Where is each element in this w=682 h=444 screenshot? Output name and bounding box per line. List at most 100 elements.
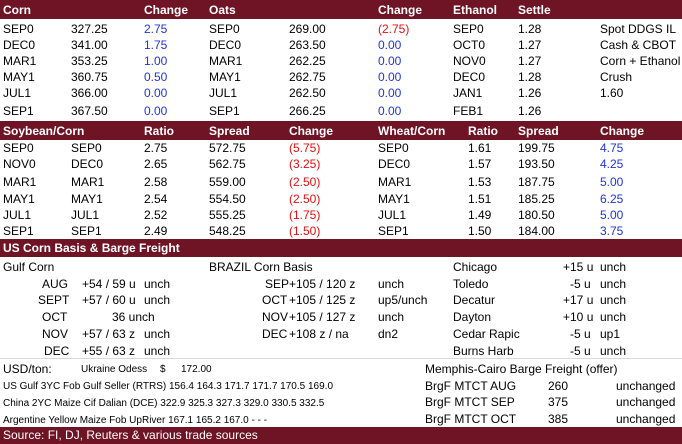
corn-month: MAY1 xyxy=(3,70,35,84)
extra-label: Spot DDGS IL xyxy=(600,22,677,36)
extra-label: Cash & CBOT xyxy=(600,38,677,52)
wheat-change: 4.75 xyxy=(600,141,624,155)
oats-price: 262.75 xyxy=(289,70,326,84)
barge-title: Memphis-Cairo Barge Freight (offer) xyxy=(425,362,618,376)
ethanol-settle: 1.27 xyxy=(518,54,542,68)
spread: 572.75 xyxy=(209,141,246,155)
ethanol-month: DEC0 xyxy=(453,70,486,84)
corn-month: DEC0 xyxy=(71,157,104,171)
oats-price: 263.50 xyxy=(289,38,326,52)
oats-change-header: Change xyxy=(378,3,423,17)
wheat-spread: 199.75 xyxy=(518,141,555,155)
brazil-value: +105 / 120 z xyxy=(289,277,356,291)
barge-name: BrgF MTCT AUG xyxy=(425,379,517,393)
oats-change: 0.00 xyxy=(378,38,402,52)
ethanol-month: JAN1 xyxy=(453,86,483,100)
corn-price: 360.75 xyxy=(71,70,108,84)
brazil-month: NOV xyxy=(262,310,289,324)
spread: 555.25 xyxy=(209,208,246,222)
local-change: unch xyxy=(600,310,627,324)
gulf-value: +54 / 59 u xyxy=(82,277,136,291)
corn-price: 327.25 xyxy=(71,22,108,36)
local-change: up1 xyxy=(600,327,621,341)
local-name: Decatur xyxy=(453,293,496,307)
local-value: +15 u xyxy=(563,260,594,274)
spread: 562.75 xyxy=(209,157,246,171)
gulf-month: NOV xyxy=(42,327,69,341)
fob-row: China 2YC Maize Cif Dalian (DCE) 322.9 3… xyxy=(3,398,325,409)
local-name: Dayton xyxy=(453,310,492,324)
ethanol-month: OCT0 xyxy=(453,38,486,52)
odessa-value: 172.00 xyxy=(181,364,212,375)
brazil-month: OCT xyxy=(262,293,288,307)
source-footer: Source: FI, DJ, Reuters & various trade … xyxy=(0,427,682,444)
usd-label: USD/ton: xyxy=(3,362,52,376)
corn-month: JUL1 xyxy=(71,208,100,222)
extra-label: Crush xyxy=(600,70,633,84)
ratio: 2.52 xyxy=(144,208,168,222)
local-name: Toledo xyxy=(453,277,489,291)
brazil-change: unch xyxy=(378,277,405,291)
wheat-change: 6.25 xyxy=(600,192,624,206)
odessa-label: Ukraine Odess xyxy=(81,364,148,375)
ratio: 2.65 xyxy=(144,157,168,171)
wheat-spread: 193.50 xyxy=(518,157,555,171)
oats-change: 0.00 xyxy=(378,86,402,100)
oats-month: MAY1 xyxy=(209,70,241,84)
oats-price: 266.25 xyxy=(289,104,326,118)
fob-row: Argentine Yellow Maize Fob UpRiver 167.1… xyxy=(3,415,268,426)
soy-month: SEP1 xyxy=(3,224,34,238)
extra-label: Corn + Ethanol xyxy=(600,54,681,68)
oats-price: 262.50 xyxy=(289,86,326,100)
local-value: -5 u xyxy=(570,344,591,358)
soy-month: JUL1 xyxy=(3,208,32,222)
wheat-spread: 180.50 xyxy=(518,208,555,222)
soy-month: NOV0 xyxy=(3,157,36,171)
corn-header: Corn xyxy=(3,3,31,17)
brazil-title: BRAZIL Corn Basis xyxy=(209,260,313,274)
gulf-value: 36 unch xyxy=(112,310,155,324)
ethanol-settle: 1.26 xyxy=(518,86,542,100)
corn-month: MAR1 xyxy=(3,54,37,68)
spread-header-bar: Soybean/Corn Ratio Spread Change Wheat/C… xyxy=(0,121,682,140)
corn-month: SEP0 xyxy=(3,22,34,36)
oats-price: 262.25 xyxy=(289,54,326,68)
ethanol-month: NOV0 xyxy=(453,54,486,68)
corn-change: 1.00 xyxy=(144,54,168,68)
spread: 548.25 xyxy=(209,224,246,238)
brazil-change: dn2 xyxy=(378,327,399,341)
barge-value: 385 xyxy=(548,412,569,426)
ratio2-header: Ratio xyxy=(468,124,498,138)
wheat-change: 3.75 xyxy=(600,224,624,238)
brazil-change: unch xyxy=(378,310,405,324)
corn-price: 367.50 xyxy=(71,104,108,118)
spread2-header: Spread xyxy=(518,124,559,138)
corn-change: 1.75 xyxy=(144,38,168,52)
basis-header-bar: US Corn Basis & Barge Freight xyxy=(0,239,682,257)
gulf-month: AUG xyxy=(42,277,69,291)
wheat-month: SEP0 xyxy=(378,141,409,155)
local-change: unch xyxy=(600,293,627,307)
wheat-change: 5.00 xyxy=(600,208,624,222)
soy-corn-header: Soybean/Corn xyxy=(3,124,85,138)
brazil-month: SEP xyxy=(265,277,290,291)
change-header: Change xyxy=(289,124,334,138)
soy-month: MAR1 xyxy=(3,175,37,189)
oats-change: (2.75) xyxy=(378,22,410,36)
oats-month: DEC0 xyxy=(209,38,242,52)
barge-change: unchanged xyxy=(616,412,676,426)
ethanol-month: FEB1 xyxy=(453,104,484,118)
wheat-ratio: 1.57 xyxy=(468,157,492,171)
ethanol-header: Ethanol xyxy=(453,3,497,17)
spread-change: (3.25) xyxy=(289,157,321,171)
barge-name: BrgF MTCT OCT xyxy=(425,412,517,426)
gulf-value: +57 / 63 z xyxy=(82,327,136,341)
spread-change: (5.75) xyxy=(289,141,321,155)
brazil-value: +105 / 127 z xyxy=(289,310,356,324)
local-name: Cedar Rapic xyxy=(453,327,520,341)
wheat-corn-header: Wheat/Corn xyxy=(378,124,446,138)
source-text: Source: FI, DJ, Reuters & various trade … xyxy=(3,428,258,442)
wheat-spread: 187.75 xyxy=(518,175,555,189)
ethanol-settle: 1.27 xyxy=(518,38,542,52)
ethanol-month: SEP0 xyxy=(453,22,484,36)
